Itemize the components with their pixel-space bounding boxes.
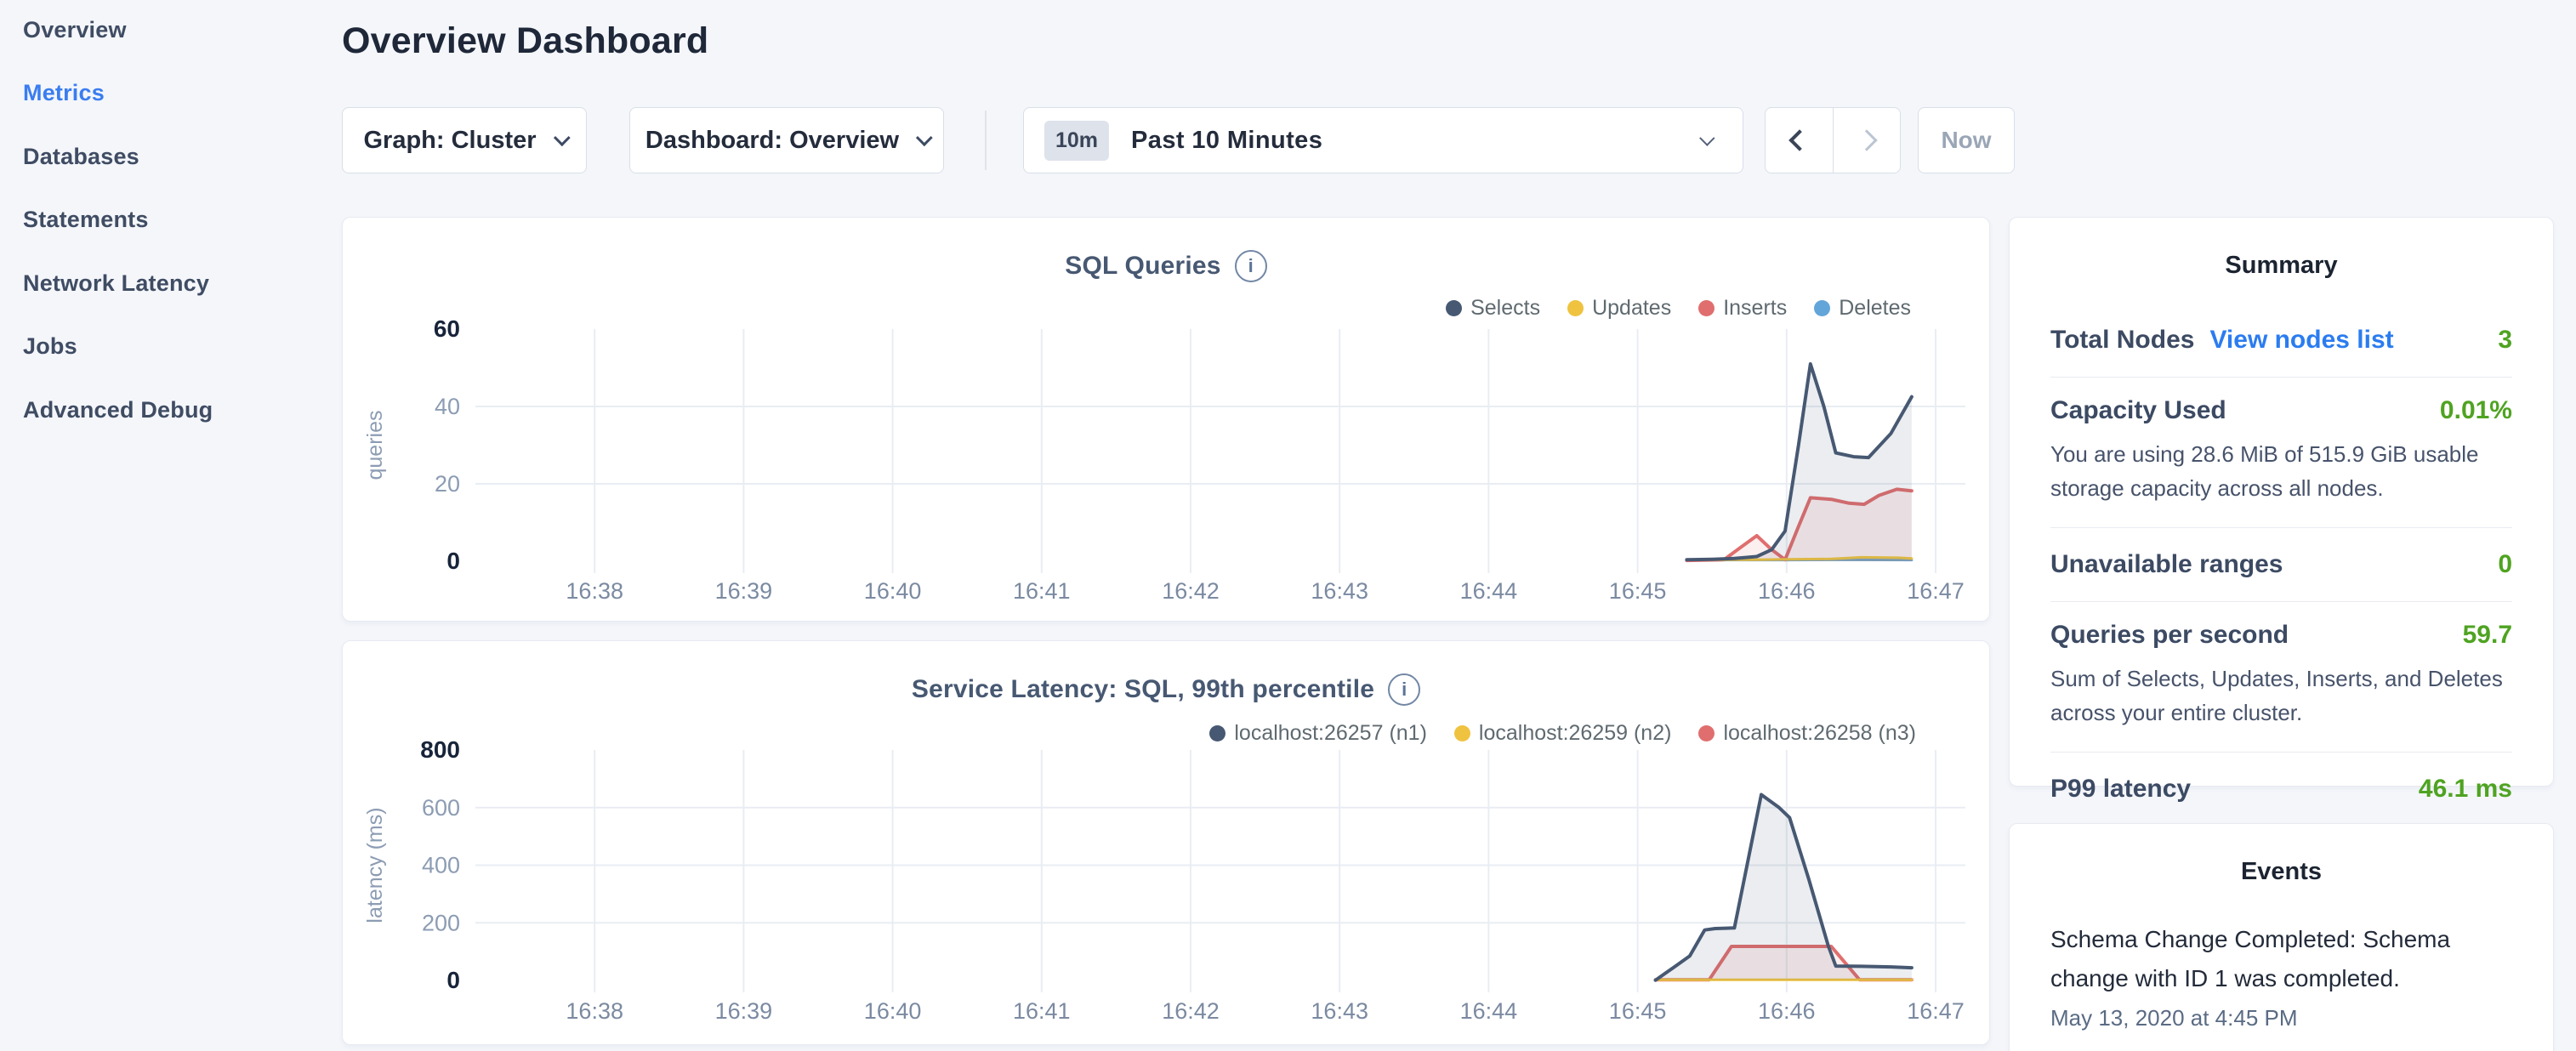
svg-text:16:42: 16:42 bbox=[1162, 998, 1220, 1024]
summary-heading: Summary bbox=[2050, 252, 2512, 280]
qps-value: 59.7 bbox=[2463, 621, 2512, 650]
sidebar-item-databases[interactable]: Databases bbox=[23, 144, 139, 170]
sql-queries-chart-card: SQL Queries i SelectsUpdatesInsertsDelet… bbox=[342, 217, 1990, 622]
svg-text:16:43: 16:43 bbox=[1311, 998, 1368, 1024]
capacity-used-value: 0.01% bbox=[2440, 396, 2512, 425]
svg-text:0: 0 bbox=[446, 548, 460, 574]
sidebar-item-overview[interactable]: Overview bbox=[23, 17, 127, 43]
sidebar-item-metrics[interactable]: Metrics bbox=[23, 80, 105, 106]
chevron-down-icon bbox=[916, 129, 933, 146]
svg-text:16:41: 16:41 bbox=[1013, 998, 1071, 1024]
svg-text:16:46: 16:46 bbox=[1758, 998, 1816, 1024]
svg-text:16:38: 16:38 bbox=[566, 578, 623, 604]
svg-text:16:43: 16:43 bbox=[1311, 578, 1368, 604]
svg-text:400: 400 bbox=[422, 853, 460, 878]
svg-text:16:46: 16:46 bbox=[1758, 578, 1816, 604]
svg-text:latency (ms): latency (ms) bbox=[363, 807, 387, 923]
svg-text:60: 60 bbox=[434, 315, 460, 342]
time-back-button[interactable] bbox=[1766, 108, 1833, 173]
events-heading: Events bbox=[2050, 858, 2512, 886]
svg-text:16:42: 16:42 bbox=[1162, 578, 1220, 604]
total-nodes-label: Total Nodes bbox=[2050, 326, 2194, 355]
event-item-timestamp: May 13, 2020 at 4:45 PM bbox=[2050, 1005, 2512, 1031]
svg-text:600: 600 bbox=[422, 795, 460, 821]
dashboard-dropdown-label: Dashboard: Overview bbox=[645, 127, 899, 155]
sql-queries-plot[interactable]: 16:38 16:39 16:40 16:41 16:42 16:43 16:44 16:45… bbox=[343, 218, 1991, 622]
event-item-text[interactable]: Schema Change Completed: Schema change w… bbox=[2050, 920, 2512, 998]
svg-text:16:47: 16:47 bbox=[1907, 998, 1965, 1024]
capacity-used-description: You are using 28.6 MiB of 515.9 GiB usab… bbox=[2050, 437, 2512, 505]
svg-text:queries: queries bbox=[363, 411, 387, 480]
graph-scope-dropdown-label: Graph: Cluster bbox=[363, 127, 536, 155]
p99-latency-value: 46.1 ms bbox=[2419, 775, 2512, 804]
svg-text:16:45: 16:45 bbox=[1609, 578, 1667, 604]
svg-text:16:41: 16:41 bbox=[1013, 578, 1071, 604]
service-latency-chart-card: Service Latency: SQL, 99th percentile i … bbox=[342, 640, 1990, 1045]
summary-row-p99-latency: P99 latency 46.1 ms bbox=[2050, 752, 2512, 826]
svg-text:800: 800 bbox=[420, 736, 460, 763]
sidebar-item-jobs[interactable]: Jobs bbox=[23, 333, 77, 360]
svg-text:16:45: 16:45 bbox=[1609, 998, 1667, 1024]
svg-text:16:40: 16:40 bbox=[864, 998, 922, 1024]
summary-row-total-nodes: Total Nodes View nodes list 3 bbox=[2050, 304, 2512, 377]
toolbar-divider bbox=[985, 111, 987, 170]
time-range-label: Past 10 Minutes bbox=[1131, 127, 1322, 155]
svg-text:16:38: 16:38 bbox=[566, 998, 623, 1024]
summary-row-unavailable-ranges: Unavailable ranges 0 bbox=[2050, 527, 2512, 601]
sidebar-item-advanced-debug[interactable]: Advanced Debug bbox=[23, 397, 213, 423]
chevron-down-icon bbox=[553, 129, 570, 146]
summary-panel: Summary Total Nodes View nodes list 3 Ca… bbox=[2009, 217, 2554, 787]
capacity-used-label: Capacity Used bbox=[2050, 396, 2226, 425]
svg-text:200: 200 bbox=[422, 910, 460, 935]
time-range-selector[interactable]: 10m Past 10 Minutes bbox=[1023, 107, 1743, 173]
qps-description: Sum of Selects, Updates, Inserts, and De… bbox=[2050, 662, 2512, 730]
unavailable-ranges-label: Unavailable ranges bbox=[2050, 550, 2283, 579]
sidebar: Overview Metrics Databases Statements Ne… bbox=[0, 0, 342, 1051]
sidebar-item-statements[interactable]: Statements bbox=[23, 207, 149, 233]
events-panel: Events Schema Change Completed: Schema c… bbox=[2009, 823, 2554, 1051]
svg-text:16:44: 16:44 bbox=[1460, 998, 1518, 1024]
time-forward-button[interactable] bbox=[1833, 108, 1900, 173]
overview-dashboard-page: Overview Metrics Databases Statements Ne… bbox=[0, 0, 2576, 1051]
svg-text:16:39: 16:39 bbox=[715, 998, 773, 1024]
qps-label: Queries per second bbox=[2050, 621, 2289, 650]
chevron-right-icon bbox=[1856, 129, 1877, 151]
total-nodes-value: 3 bbox=[2498, 326, 2512, 355]
p99-latency-label: P99 latency bbox=[2050, 775, 2191, 804]
graph-scope-dropdown[interactable]: Graph: Cluster bbox=[342, 107, 587, 173]
page-title: Overview Dashboard bbox=[342, 20, 708, 62]
summary-row-queries-per-second: Queries per second 59.7 Sum of Selects, … bbox=[2050, 601, 2512, 752]
unavailable-ranges-value: 0 bbox=[2498, 550, 2512, 579]
service-latency-plot[interactable]: 16:38 16:39 16:40 16:41 16:42 16:43 16:44 16:45… bbox=[343, 641, 1991, 1046]
chevron-down-icon bbox=[1699, 130, 1714, 145]
sidebar-item-network-latency[interactable]: Network Latency bbox=[23, 270, 209, 297]
svg-text:20: 20 bbox=[435, 471, 460, 497]
chevron-left-icon bbox=[1788, 129, 1810, 151]
time-step-buttons bbox=[1765, 107, 1901, 173]
svg-text:16:44: 16:44 bbox=[1460, 578, 1518, 604]
now-button[interactable]: Now bbox=[1918, 107, 2015, 173]
svg-text:16:40: 16:40 bbox=[864, 578, 922, 604]
summary-row-capacity-used: Capacity Used 0.01% You are using 28.6 M… bbox=[2050, 377, 2512, 527]
svg-text:16:47: 16:47 bbox=[1907, 578, 1965, 604]
view-nodes-list-link[interactable]: View nodes list bbox=[2209, 326, 2393, 355]
time-range-badge: 10m bbox=[1044, 121, 1109, 161]
dashboard-dropdown[interactable]: Dashboard: Overview bbox=[629, 107, 944, 173]
svg-text:0: 0 bbox=[446, 967, 460, 993]
svg-text:40: 40 bbox=[435, 394, 460, 419]
svg-text:16:39: 16:39 bbox=[715, 578, 773, 604]
